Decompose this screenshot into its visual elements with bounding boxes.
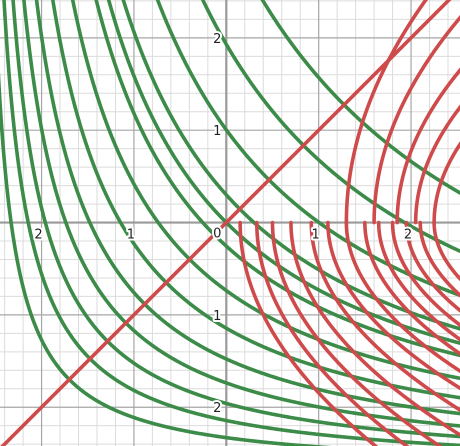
y-tick-label: 1: [213, 124, 221, 139]
lower-sqrt-curve: [238, 220, 379, 446]
lower-sqrt-curve: [309, 220, 460, 413]
hyperbola-curve: [121, 0, 460, 331]
lower-sqrt-curve: [376, 220, 460, 342]
tick-labels: 2 1 0 1 2 2 1 1 2: [32, 30, 414, 418]
hyperbola-curve: [51, 0, 460, 400]
lower-sqrt-curve: [432, 220, 460, 282]
lower-sqrt-curve: [326, 220, 460, 391]
upper-sqrt-curve: [395, 67, 460, 225]
x-tick-label-origin: 0: [213, 227, 221, 242]
upper-sqrt-curve: [432, 141, 460, 225]
lower-sqrt-curve: [404, 220, 460, 313]
hyperbola-curve: [106, 0, 460, 345]
x-tick-label: 2: [34, 228, 42, 243]
upper-sqrt-curve: [372, 14, 460, 225]
y-tick-label: 1: [213, 309, 221, 324]
lower-sqrt-curve: [363, 220, 460, 356]
lower-sqrt-curve: [418, 220, 460, 298]
upper-sqrt-curve: [413, 104, 460, 225]
lower-sqrt-curve: [344, 220, 460, 374]
x-tick-label: 2: [404, 228, 412, 243]
upper-sqrt-curve: [344, 0, 428, 225]
lower-sqrt-curve: [390, 220, 460, 328]
hyperbola-curve: [155, 0, 460, 298]
hyperbola-curve: [260, 0, 460, 195]
y-tick-label: 2: [213, 401, 221, 416]
x-tick-label: 1: [127, 228, 135, 243]
lower-sqrt-curve: [289, 220, 460, 438]
lower-sqrt-curve: [254, 220, 410, 446]
hyperbola-curve: [34, 0, 460, 416]
hyperbola-curve: [70, 0, 460, 381]
hyperbola-curve: [200, 0, 460, 253]
x-tick-label: 1: [312, 228, 320, 243]
lower-sqrt-curve: [270, 220, 443, 446]
y-tick-label: 2: [213, 32, 221, 47]
